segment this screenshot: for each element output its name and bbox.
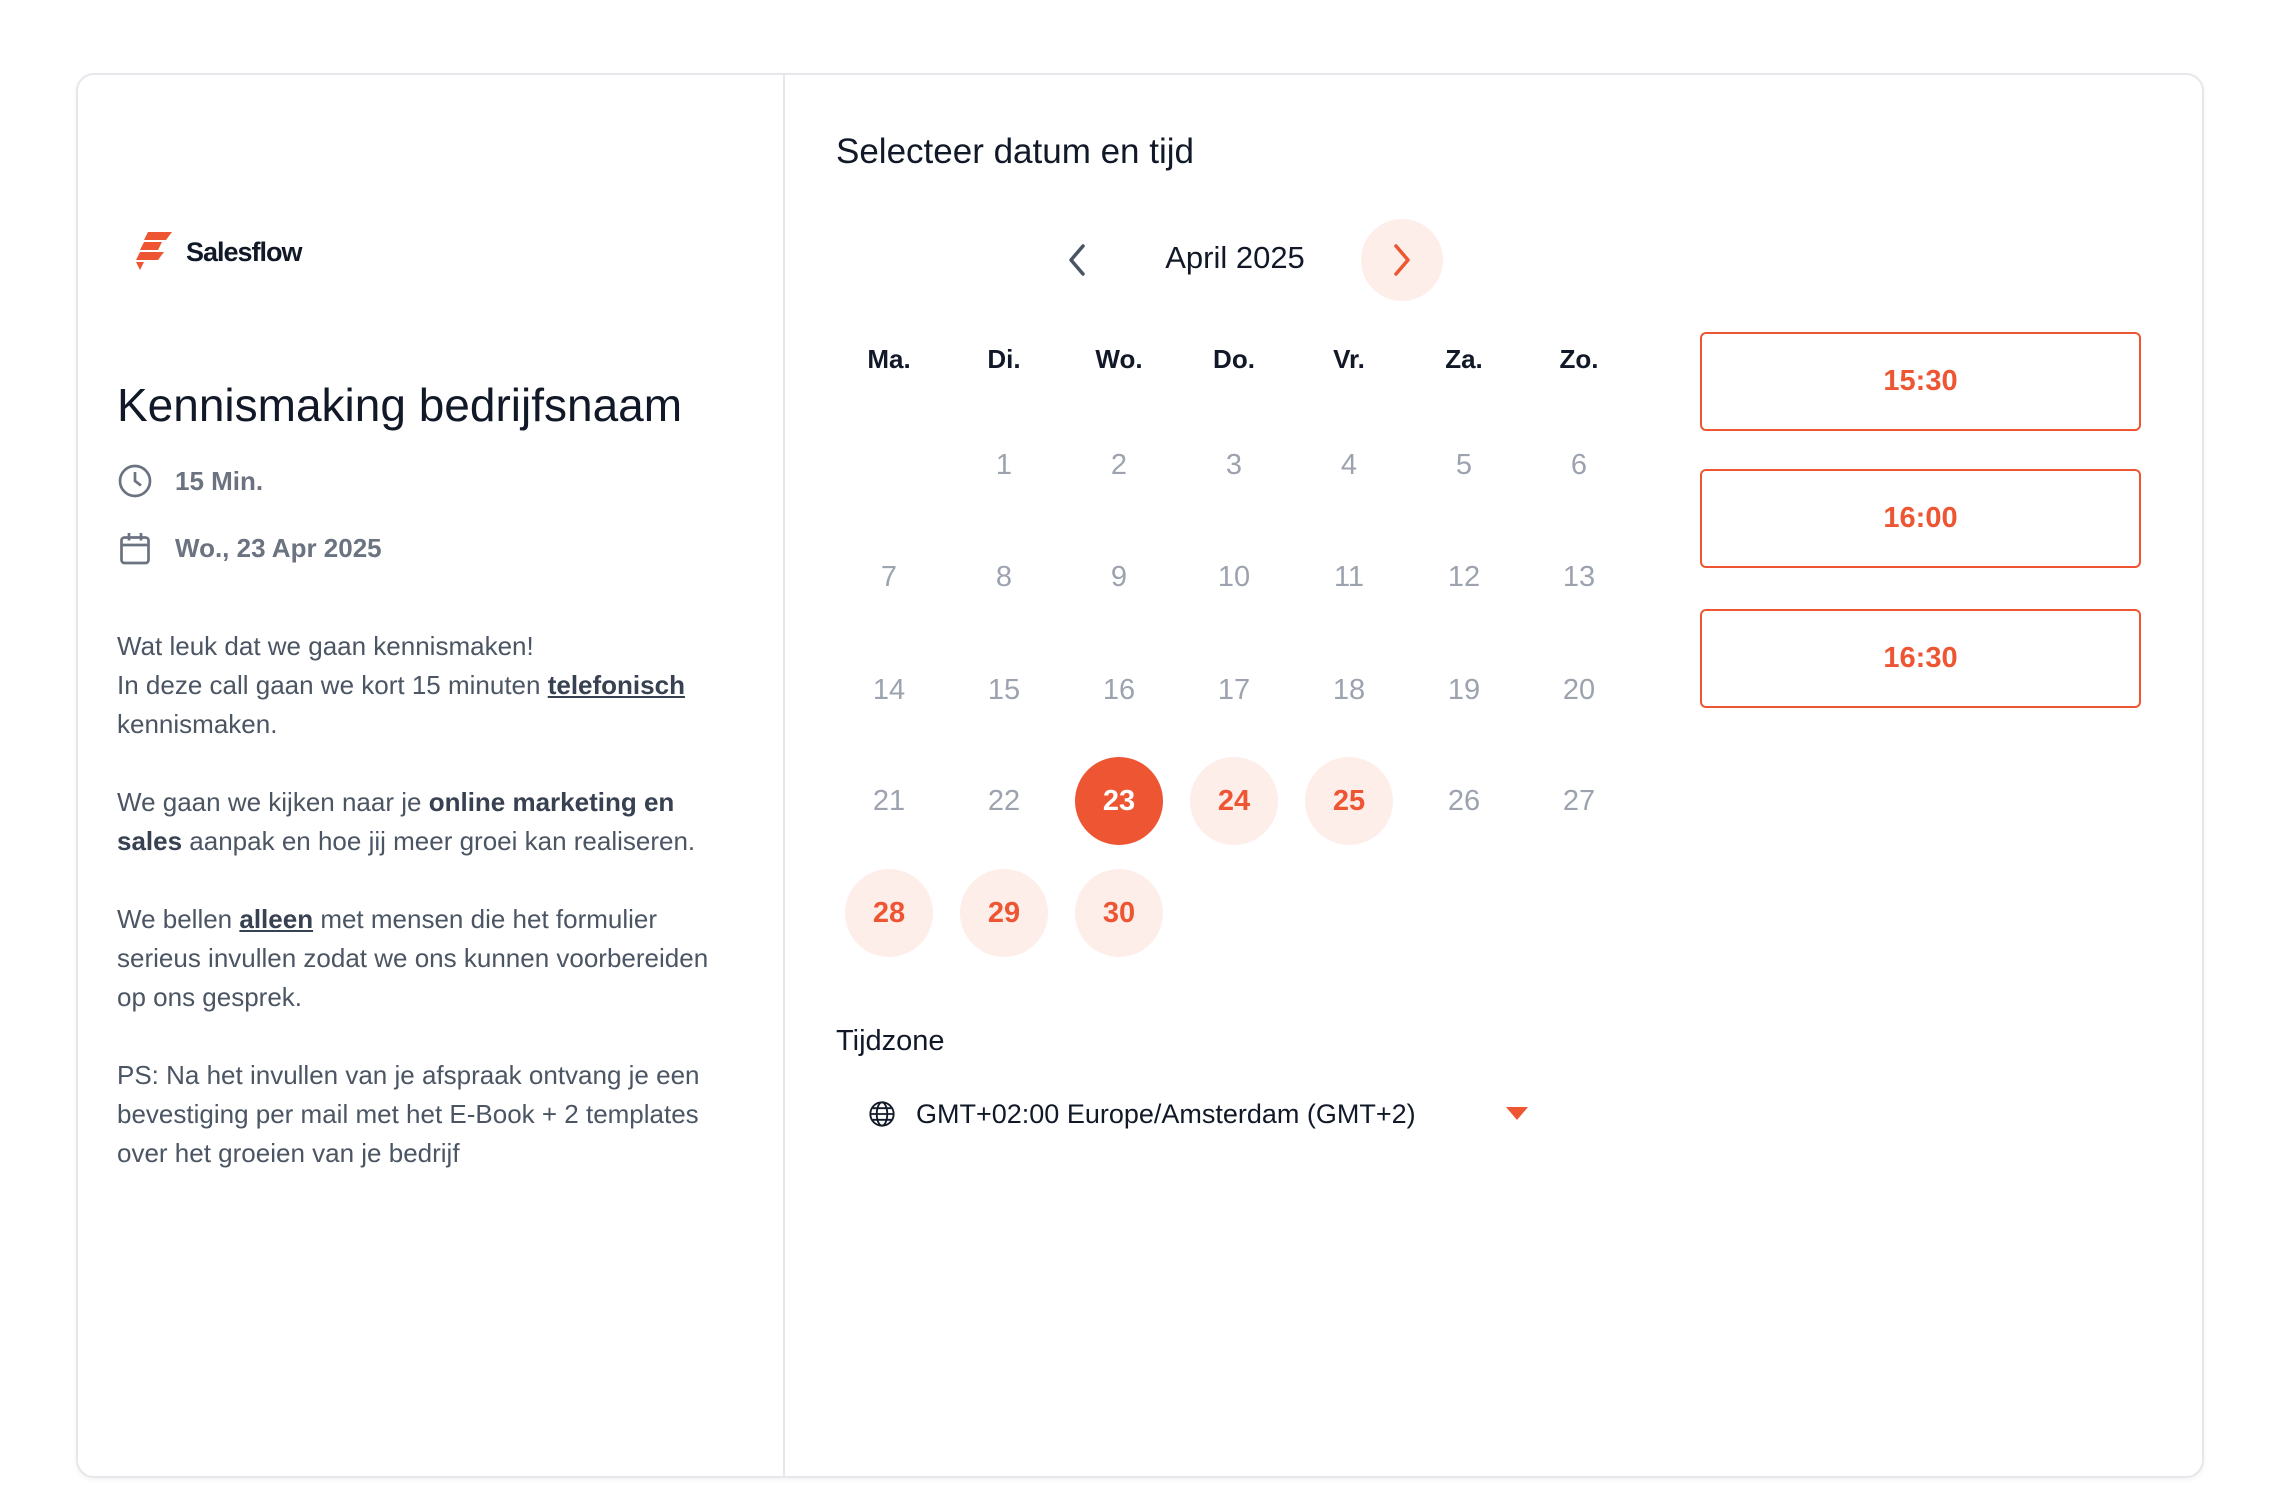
desc-text: We gaan we kijken naar je <box>117 787 429 817</box>
calendar-day: 10 <box>1217 560 1251 593</box>
weekday-header: Di. <box>987 344 1021 374</box>
timezone-label: Tijdzone <box>836 1025 945 1057</box>
calendar-day-available[interactable]: 30 <box>1075 869 1163 957</box>
dropdown-arrow-icon <box>1506 1107 1528 1120</box>
weekday-header: Za. <box>1445 344 1483 374</box>
prev-month-button[interactable] <box>1055 238 1099 282</box>
calendar-day: 21 <box>872 784 906 817</box>
month-label: April 2025 <box>1165 240 1305 275</box>
next-month-button[interactable] <box>1361 219 1443 301</box>
duration-text: 15 Min. <box>175 465 264 496</box>
calendar-day: 12 <box>1447 560 1481 593</box>
calendar-day: 19 <box>1447 673 1481 706</box>
chevron-left-icon <box>1069 244 1085 276</box>
desc-text: We bellen <box>117 904 240 934</box>
calendar-day: 11 <box>1333 560 1365 593</box>
event-title: Kennismaking bedrijfsnaam <box>117 379 683 431</box>
calendar-day: 5 <box>1455 448 1473 481</box>
calendar-day-available[interactable]: 28 <box>845 869 933 957</box>
calendar-day-available[interactable]: 29 <box>960 869 1048 957</box>
booking-card <box>76 73 2204 1478</box>
weekday-header: Ma. <box>867 344 911 374</box>
salesflow-logo-text: Salesflow <box>186 236 303 267</box>
calendar-day-available[interactable]: 24 <box>1190 757 1278 845</box>
calendar-day: 20 <box>1562 673 1596 706</box>
calendar-day: 1 <box>995 448 1013 481</box>
event-duration: 15 Min. <box>117 463 263 499</box>
alleen-link: alleen <box>239 904 314 934</box>
calendar-day: 6 <box>1570 448 1588 481</box>
calendar-day: 17 <box>1217 673 1251 706</box>
calendar-day: 14 <box>872 673 906 706</box>
event-date: Wo., 23 Apr 2025 <box>117 530 382 566</box>
salesflow-logo: Salesflow <box>136 232 303 272</box>
time-slot-button[interactable]: 15:30 <box>1700 332 2141 431</box>
calendar-day: 13 <box>1562 560 1596 593</box>
salesflow-logo-icon <box>136 232 172 270</box>
desc-text: kennismaken. <box>117 709 278 739</box>
desc-bold: online marketing en sales <box>117 787 675 856</box>
panel-divider <box>783 73 785 1478</box>
calendar-icon <box>120 533 150 565</box>
calendar-day: 8 <box>995 560 1013 593</box>
event-description: Wat leuk dat we gaan kennismaken! In dez… <box>117 627 727 1207</box>
date-text: Wo., 23 Apr 2025 <box>175 532 382 563</box>
calendar-day: 15 <box>987 673 1021 706</box>
calendar-day: 2 <box>1110 448 1128 481</box>
desc-ps: PS: Na het invullen van je afspraak ontv… <box>117 1060 700 1168</box>
timezone-select[interactable]: GMT+02:00 Europe/Amsterdam (GMT+2) <box>868 1092 1528 1136</box>
weekday-header: Zo. <box>1559 344 1599 374</box>
desc-text: In deze call gaan we kort 15 minuten <box>117 670 548 700</box>
telefonisch-link: telefonisch <box>547 670 685 700</box>
time-slot-button[interactable]: 16:30 <box>1700 609 2141 708</box>
weekday-header: Wo. <box>1095 344 1143 374</box>
chevron-right-icon <box>1394 244 1410 276</box>
globe-icon <box>869 1101 895 1127</box>
time-slot-button[interactable]: 16:00 <box>1700 469 2141 568</box>
calendar-day: 4 <box>1340 448 1358 481</box>
desc-line: Wat leuk dat we gaan kennismaken! <box>117 631 534 661</box>
weekday-header: Vr. <box>1333 344 1365 374</box>
calendar-day: 9 <box>1110 560 1128 593</box>
desc-text: aanpak en hoe jij meer groei kan realise… <box>182 826 696 856</box>
calendar-day: 22 <box>987 784 1021 817</box>
calendar-day: 3 <box>1225 448 1243 481</box>
weekday-header: Do. <box>1213 344 1255 374</box>
calendar-day: 7 <box>880 560 898 593</box>
desc-text: met mensen die het formulier serieus inv… <box>117 904 709 1012</box>
clock-icon <box>118 464 152 498</box>
picker-heading: Selecteer datum en tijd <box>836 132 1194 171</box>
calendar-day: 18 <box>1332 673 1366 706</box>
calendar-day-available[interactable]: 25 <box>1305 757 1393 845</box>
timezone-value: GMT+02:00 Europe/Amsterdam (GMT+2) <box>916 1098 1416 1129</box>
calendar-day: 16 <box>1102 673 1136 706</box>
calendar-day-selected[interactable]: 23 <box>1075 757 1163 845</box>
calendar-day: 27 <box>1562 784 1596 817</box>
calendar-day: 26 <box>1447 784 1481 817</box>
